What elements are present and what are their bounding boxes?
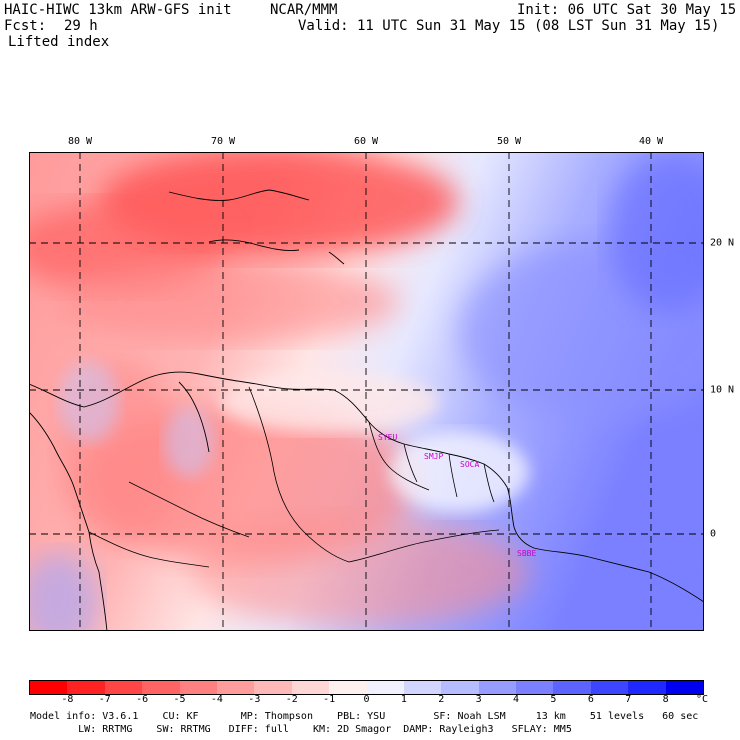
colorbar-cell bbox=[665, 681, 704, 694]
colorbar-tick-label: -1 bbox=[323, 694, 336, 705]
model-info-line2: LW: RRTMG SW: RRTMG DIFF: full KM: 2D Sm… bbox=[30, 724, 572, 735]
colorbar-cell bbox=[628, 681, 666, 694]
org-label: NCAR/MMM bbox=[270, 2, 338, 18]
lon-label-80w: 80 W bbox=[67, 136, 93, 147]
lon-label-60w: 60 W bbox=[353, 136, 379, 147]
colorbar-cell bbox=[30, 681, 68, 694]
colorbar-cell bbox=[553, 681, 591, 694]
model-title: HAIC-HIWC 13km ARW-GFS init bbox=[4, 2, 232, 18]
site-label-syeu: SYEU bbox=[378, 433, 398, 442]
colorbar-tick-label: -6 bbox=[136, 694, 149, 705]
field-name: Lifted index bbox=[8, 34, 110, 50]
lat-label-20n: 20 N bbox=[710, 237, 735, 249]
colorbar-tick-label: 7 bbox=[625, 694, 632, 705]
colorbar-unit: °C bbox=[695, 694, 709, 705]
colorbar-cell bbox=[254, 681, 292, 694]
lon-label-40w: 40 W bbox=[638, 136, 664, 147]
model-info-line1: Model info: V3.6.1 CU: KF MP: Thompson P… bbox=[30, 711, 699, 722]
lat-label-10n: 10 N bbox=[710, 384, 735, 396]
lon-label-70w: 70 W bbox=[210, 136, 236, 147]
colorbar-cell bbox=[590, 681, 629, 694]
valid-time: Valid: 11 UTC Sun 31 May 15 (08 LST Sun … bbox=[298, 18, 720, 34]
gridlines bbox=[29, 152, 704, 631]
site-label-sbbe: SBBE bbox=[517, 549, 537, 558]
lat-label-0: 0 bbox=[710, 528, 717, 540]
colorbar-tick-label: -8 bbox=[61, 694, 74, 705]
colorbar-cell bbox=[403, 681, 442, 694]
fcst-label: Fcst: bbox=[4, 18, 47, 34]
colorbar-tick-label: 2 bbox=[438, 694, 445, 705]
colorbar-cell bbox=[478, 681, 517, 694]
colorbar-tick-label: -2 bbox=[285, 694, 298, 705]
country-borders bbox=[88, 386, 500, 568]
colorbar-cell bbox=[104, 681, 143, 694]
colorbar-tick-label: -4 bbox=[210, 694, 223, 705]
colorbar-tick-label: 4 bbox=[513, 694, 520, 705]
colorbar-tick-label: -5 bbox=[173, 694, 186, 705]
colorbar-tick-label: 0 bbox=[363, 694, 370, 705]
site-label-smjp: SMJP bbox=[424, 452, 444, 461]
fcst-hours: 29 h bbox=[64, 18, 98, 34]
colorbar-tick-label: 6 bbox=[587, 694, 594, 705]
colorbar-tick-label: 5 bbox=[550, 694, 557, 705]
lifted-index-map bbox=[29, 152, 704, 631]
colorbar-cell bbox=[516, 681, 554, 694]
colorbar-cell bbox=[329, 681, 367, 694]
colorbar-tick-label: -7 bbox=[98, 694, 111, 705]
init-time: Init: 06 UTC Sat 30 May 15 bbox=[517, 2, 737, 18]
colorbar bbox=[29, 680, 704, 695]
colorbar-cell bbox=[67, 681, 105, 694]
colorbar-cell bbox=[366, 681, 404, 694]
colorbar-cell bbox=[179, 681, 217, 694]
colorbar-cell bbox=[216, 681, 255, 694]
map-frame bbox=[29, 152, 704, 631]
colorbar-tick-label: 3 bbox=[475, 694, 482, 705]
site-label-soca: SOCA bbox=[460, 460, 480, 469]
colorbar-cell bbox=[441, 681, 479, 694]
colorbar-cell bbox=[142, 681, 180, 694]
colorbar-tick-label: 8 bbox=[662, 694, 669, 705]
colorbar-cell bbox=[291, 681, 330, 694]
lon-label-50w: 50 W bbox=[496, 136, 522, 147]
colorbar-tick-label: -3 bbox=[248, 694, 261, 705]
colorbar-tick-label: 1 bbox=[400, 694, 407, 705]
